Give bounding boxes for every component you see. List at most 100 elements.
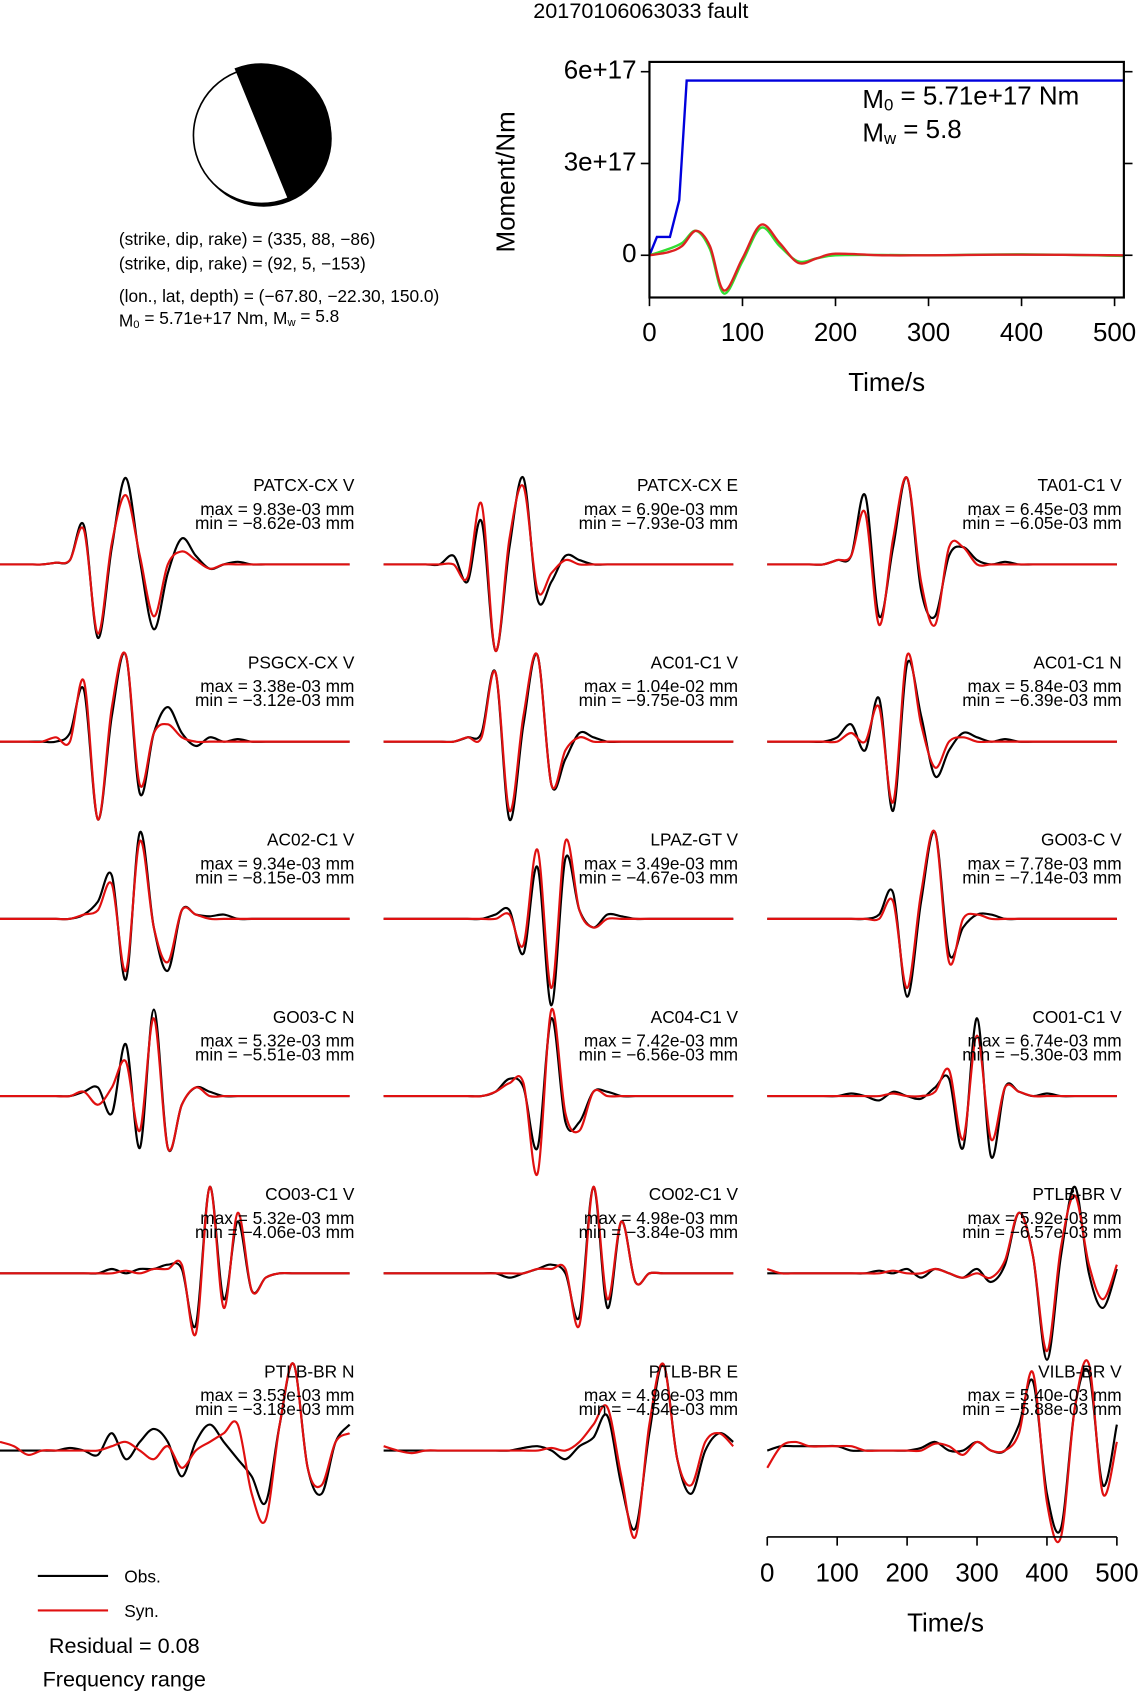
x-tick-label: 400 <box>1025 1560 1068 1588</box>
x-tick-label: 0 <box>760 1560 774 1588</box>
min-label: min = −5.30e-03 mm <box>962 1045 1121 1065</box>
max-label: max = 1.04e-02 mm <box>584 676 738 696</box>
max-label: max = 6.90e-03 mm <box>584 499 738 519</box>
synthetic-trace <box>766 1359 1118 1544</box>
x-tick-label: 100 <box>816 1560 859 1588</box>
synthetic-trace <box>0 1017 350 1152</box>
plot-frame <box>648 60 1125 299</box>
y-tick-label: 3e+17 <box>564 148 637 176</box>
min-label: min = −6.56e-03 mm <box>579 1045 738 1065</box>
station-name: PTLB-BR N <box>264 1361 354 1381</box>
subscript: w <box>286 317 296 329</box>
max-label: max = 6.45e-03 mm <box>968 499 1122 519</box>
residual: Residual = 0.08 <box>49 1633 200 1658</box>
text-part: M <box>862 86 884 114</box>
x-tick-label: 100 <box>721 319 764 347</box>
text-part: = 5.71e+17 Nm, M <box>140 308 288 328</box>
synthetic-trace <box>767 1034 1117 1142</box>
max-label: max = 9.83e-03 mm <box>200 499 354 519</box>
station-name: AC02-C1 V <box>267 830 355 850</box>
station-name: CO03-C1 V <box>265 1184 355 1204</box>
station-name: TA01-C1 V <box>1038 475 1123 495</box>
station-name: VILB-BR V <box>1038 1361 1122 1381</box>
source-info: (strike, dip, rake) = (335, 88, −86) <box>119 229 375 249</box>
max-label: max = 9.34e-03 mm <box>200 853 354 873</box>
max-label: max = 3.38e-03 mm <box>200 676 354 696</box>
y-tick-label: 6e+17 <box>564 57 637 85</box>
x-axis-label: Time/s <box>907 1609 984 1637</box>
max-label: max = 5.92e-03 mm <box>968 1208 1122 1228</box>
min-label: min = −5.51e-03 mm <box>195 1045 354 1065</box>
min-label: min = −4.54e-03 mm <box>579 1399 738 1419</box>
max-label: max = 7.42e-03 mm <box>584 1031 738 1051</box>
moment-info: M0 = 5.71e+17 Nm, Mw = 5.8 <box>119 306 339 332</box>
max-label: max = 7.78e-03 mm <box>968 853 1122 873</box>
min-label: min = −7.14e-03 mm <box>962 867 1121 887</box>
station-name: AC01-C1 N <box>1033 652 1121 672</box>
beachball-compression <box>234 63 332 199</box>
text-part: M <box>862 119 884 147</box>
max-label: max = 4.96e-03 mm <box>584 1385 738 1405</box>
min-label: min = −8.15e-03 mm <box>195 867 354 887</box>
min-label: min = −4.06e-03 mm <box>195 1222 354 1242</box>
min-label: min = −6.57e-03 mm <box>962 1222 1121 1242</box>
synthetic-trace <box>767 652 1117 804</box>
source-info: (lon., lat, depth) = (−67.80, −22.30, 15… <box>119 286 439 306</box>
annotation: Mw = 5.8 <box>862 116 961 149</box>
x-tick-label: 400 <box>1000 319 1043 347</box>
min-label: min = −5.88e-03 mm <box>962 1399 1121 1419</box>
station-name: GO03-C N <box>273 1007 355 1027</box>
moment-series <box>648 79 1124 256</box>
station-name: CO02-C1 V <box>649 1184 739 1204</box>
max-label: max = 5.84e-03 mm <box>968 676 1122 696</box>
station-name: PATCX-CX V <box>253 475 355 495</box>
source-info: (strike, dip, rake) = (92, 5, −153) <box>119 254 366 274</box>
synthetic-trace <box>383 1362 735 1539</box>
text-part: = 5.8 <box>896 116 962 144</box>
synthetic-trace <box>767 476 1117 627</box>
min-label: min = −6.39e-03 mm <box>962 690 1121 710</box>
x-tick-label: 200 <box>885 1560 928 1588</box>
annotation: M0 = 5.71e+17 Nm <box>862 82 1079 115</box>
max-label: max = 5.32e-03 mm <box>200 1031 354 1051</box>
synthetic-trace <box>383 1008 734 1176</box>
legend-label: Syn. <box>124 1601 159 1621</box>
synthetic-trace <box>383 652 734 812</box>
station-name: CO01-C1 V <box>1032 1007 1122 1027</box>
station-name: GO03-C V <box>1041 830 1122 850</box>
x-tick-label: 500 <box>1093 319 1136 347</box>
synthetic-trace <box>383 838 734 990</box>
x-tick-label: 0 <box>642 319 656 347</box>
max-label: max = 3.49e-03 mm <box>584 853 738 873</box>
station-name: AC01-C1 V <box>651 652 739 672</box>
min-label: min = −3.18e-03 mm <box>195 1399 354 1419</box>
observed-trace <box>383 1185 734 1321</box>
moment-series <box>649 223 1124 292</box>
synthetic-trace <box>0 839 350 972</box>
x-tick-label: 200 <box>814 319 857 347</box>
subscript: 0 <box>133 319 139 331</box>
x-tick-label: 300 <box>955 1560 998 1588</box>
x-tick-label: 300 <box>907 319 950 347</box>
min-label: min = −3.84e-03 mm <box>579 1222 738 1242</box>
title: 20170106063033 fault <box>533 0 748 23</box>
min-label: min = −6.05e-03 mm <box>962 513 1121 533</box>
frequency-range: Frequency range <box>43 1666 206 1691</box>
station-name: PATCX-CX E <box>637 475 738 495</box>
station-name: PTLB-BR V <box>1032 1184 1122 1204</box>
legend-label: Obs. <box>124 1567 161 1587</box>
text-part: = 5.71e+17 Nm <box>893 82 1079 110</box>
y-axis-label: Moment/Nm <box>493 111 521 252</box>
synthetic-trace <box>383 484 734 652</box>
text-part: M <box>119 310 133 330</box>
beachball <box>192 63 332 207</box>
max-label: max = 6.74e-03 mm <box>968 1031 1122 1051</box>
station-name: LPAZ-GT V <box>650 830 738 850</box>
subscript: 0 <box>884 96 893 115</box>
x-axis-label: Time/s <box>848 369 925 397</box>
min-label: min = −7.93e-03 mm <box>579 513 738 533</box>
x-tick-label: 500 <box>1095 1560 1138 1588</box>
synthetic-trace <box>0 1185 350 1337</box>
